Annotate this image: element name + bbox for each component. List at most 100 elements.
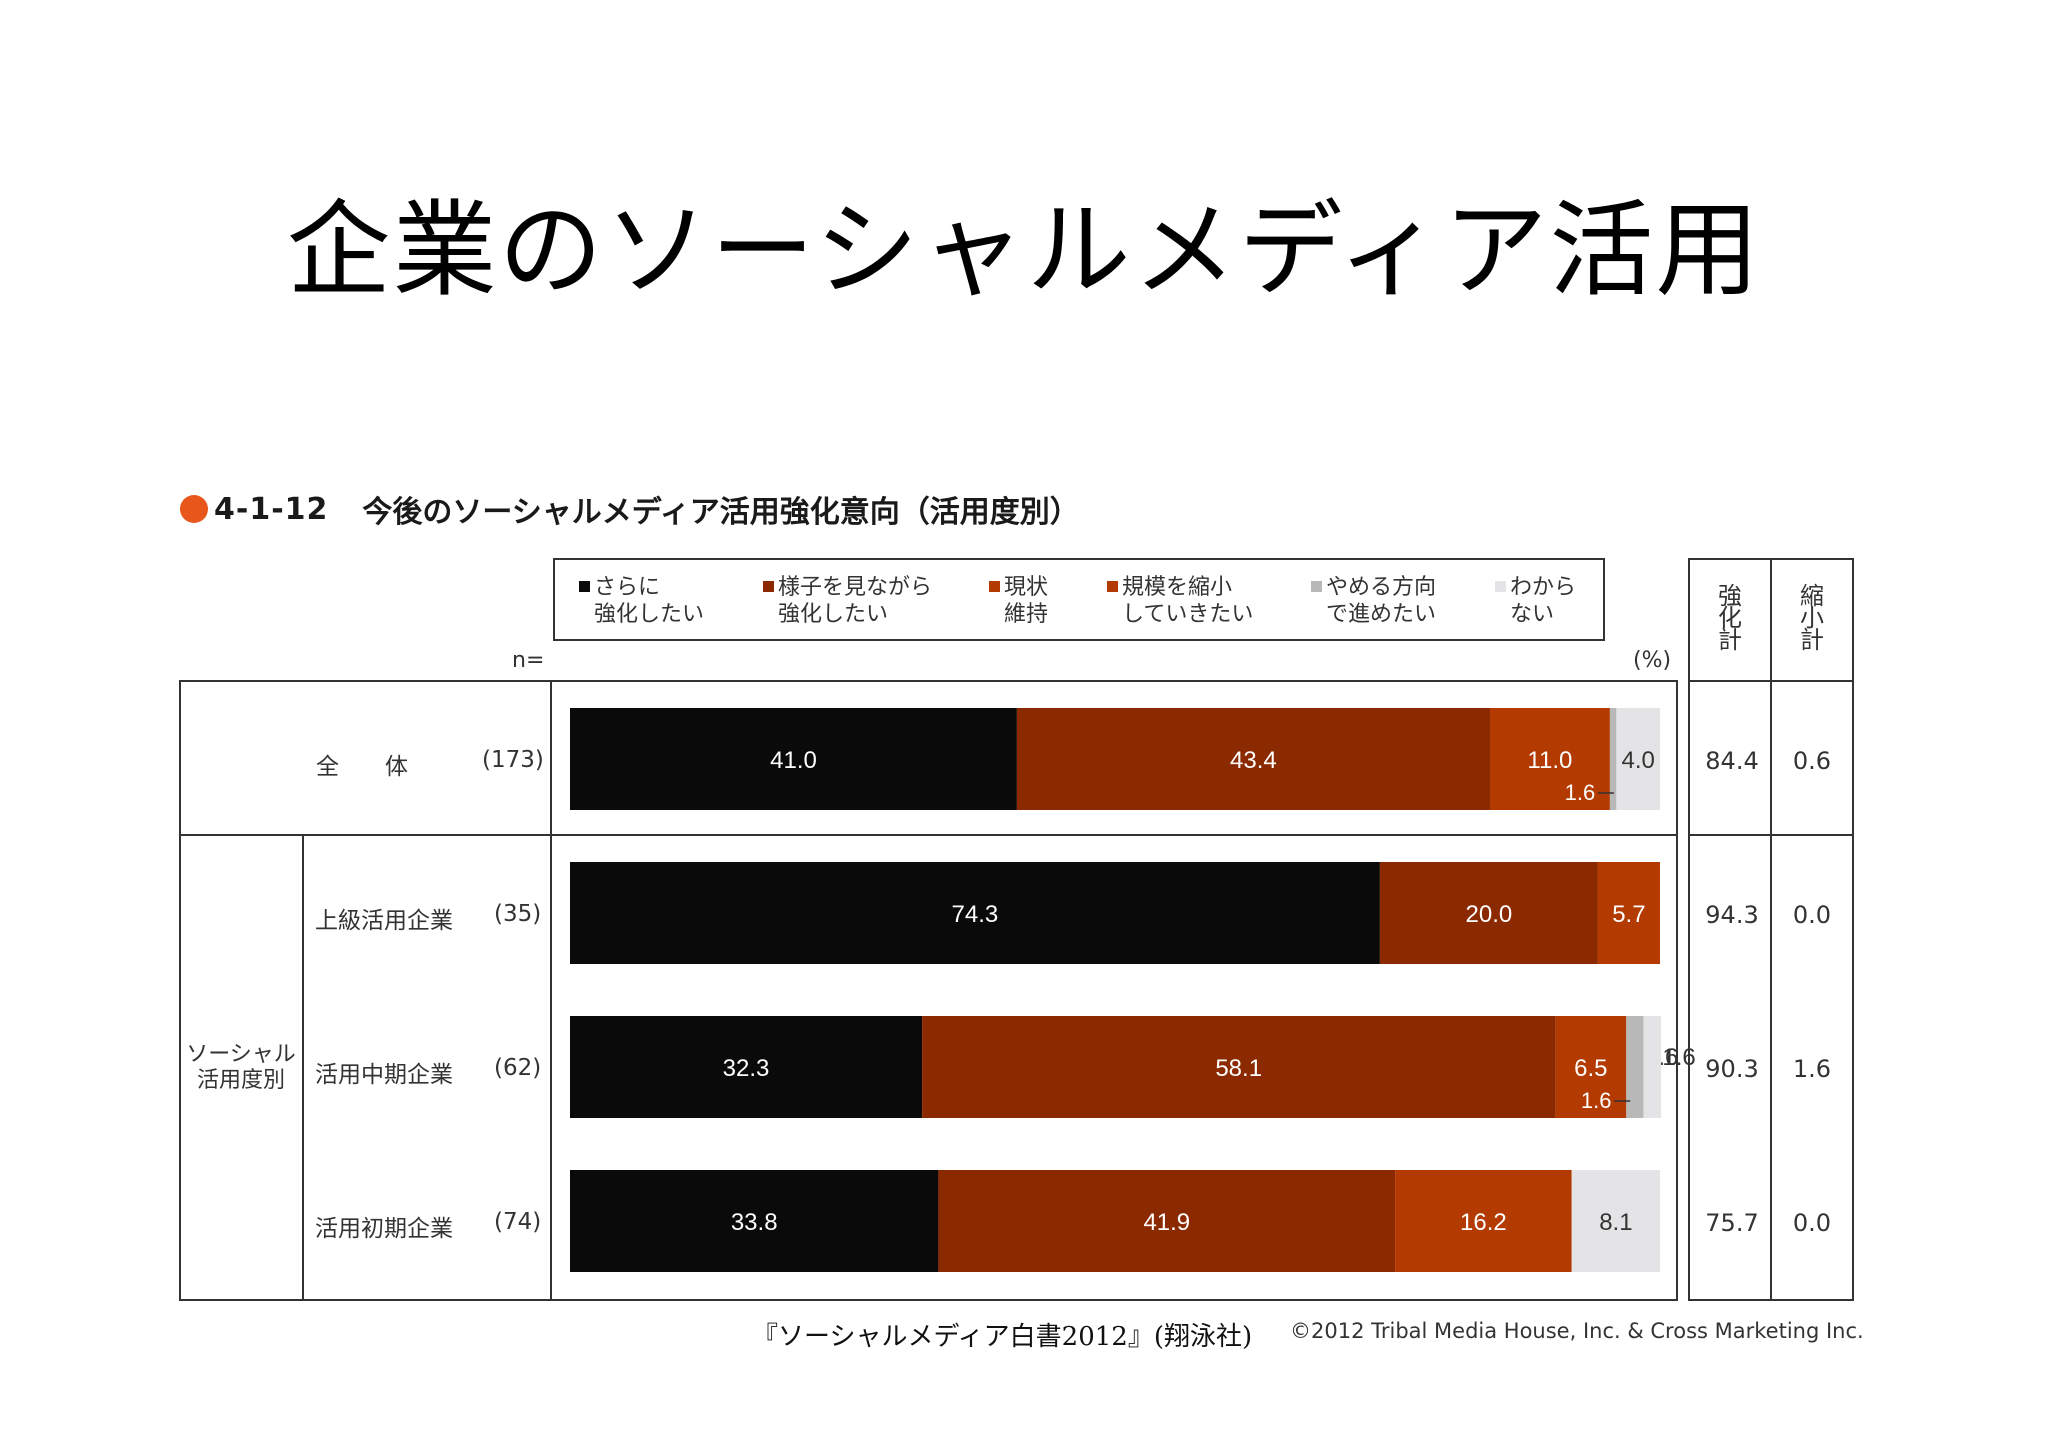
legend-line: さらに: [594, 575, 661, 600]
legend-item: 現状 維持: [989, 574, 1048, 628]
shrink-total-header: 縮 小 計: [1772, 582, 1852, 654]
bar-value-label: 41.9: [1143, 1209, 1190, 1236]
legend-swatch: [1311, 581, 1322, 592]
divider: [1770, 558, 1772, 1301]
header-char: 縮: [1800, 582, 1824, 610]
group-label: ソーシャル 活用度別: [186, 1042, 296, 1094]
divider: [550, 680, 552, 1301]
legend-item: さらに 強化したい: [579, 574, 704, 628]
shrink-total-value: 0.6: [1792, 747, 1832, 775]
legend-line: 現状: [1004, 575, 1049, 600]
figure-caption: 今後のソーシャルメディア活用強化意向（活用度別）: [362, 495, 1080, 530]
group-label-line: 活用度別: [196, 1068, 285, 1093]
bar-segment: [570, 1016, 923, 1118]
shrink-total-value: 0.0: [1792, 1209, 1832, 1237]
bar-segment: [1571, 1170, 1660, 1272]
bar-value-label: 8.1: [1599, 1209, 1632, 1236]
strengthen-total-value: 75.7: [1705, 1209, 1759, 1237]
legend-swatch: [579, 581, 590, 592]
legend-item: わから ない: [1495, 574, 1576, 628]
bar-segment: [1643, 1016, 1662, 1118]
bar-segment: [1379, 862, 1598, 964]
callout-label: 1.6: [1565, 780, 1596, 805]
legend-item: 様子を見ながら 強化したい: [763, 574, 932, 628]
legend-swatch: [1495, 581, 1506, 592]
legend-item: やめる方向 で進めたい: [1311, 574, 1436, 628]
legend-swatch: [1107, 581, 1118, 592]
slide-title: 企業のソーシャルメディア活用: [286, 189, 1762, 311]
legend-swatch: [989, 581, 1000, 592]
group-label-line: ソーシャル: [186, 1042, 296, 1067]
bullet-dot-icon: [180, 495, 208, 523]
row-label: 活用初期企業: [315, 1216, 453, 1242]
main-table-frame: [179, 680, 1678, 1301]
bar-value-label: 43.4: [1230, 747, 1277, 774]
bar-value-label: 33.8: [731, 1209, 778, 1236]
bar-value-label: 16.2: [1460, 1209, 1507, 1236]
bar-value-label: 20.0: [1466, 901, 1513, 928]
bar-segment: [1490, 708, 1610, 810]
bar-value-label: 11.0: [1527, 747, 1572, 774]
unit-label: (%): [1633, 648, 1672, 673]
bar-value-label: 58.1: [1215, 1055, 1262, 1082]
shrink-total-value: 0.0: [1792, 901, 1832, 929]
row-label: 活用中期企業: [315, 1062, 453, 1088]
legend-line: 様子を見ながら: [778, 575, 933, 600]
bar-segment: [570, 862, 1380, 964]
header-char: 計: [1718, 626, 1742, 654]
row-n: (173): [482, 747, 544, 773]
bar-segment: [922, 1016, 1556, 1118]
bar-segment: [1395, 1170, 1572, 1272]
legend-line: 強化したい: [594, 602, 705, 627]
row-n: (74): [494, 1209, 542, 1235]
strengthen-total-value: 90.3: [1705, 1055, 1759, 1083]
bar-segment: [570, 1170, 939, 1272]
row-n: (35): [494, 901, 542, 927]
bar-value-label: 74.3: [952, 901, 999, 928]
legend-item: 規模を縮小 していきたい: [1107, 574, 1253, 628]
bar-value-label: 1.6: [1662, 1044, 1695, 1071]
strengthen-total-header: 強 化 計: [1690, 582, 1770, 654]
legend-line: 規模を縮小: [1122, 575, 1233, 600]
source-note: 『ソーシャルメディア白書2012』(翔泳社): [752, 1322, 1253, 1352]
legend-line: ない: [1510, 602, 1555, 627]
legend-line: やめる方向: [1326, 575, 1437, 600]
callout-label: 1.6: [1581, 1088, 1612, 1113]
shrink-total-value: 1.6: [1792, 1055, 1832, 1083]
header-char: 計: [1800, 626, 1824, 654]
figure-number: 4-1-12: [214, 491, 329, 527]
chart-legend: さらに 強化したい 様子を見ながら 強化したい 現状 維持 規模を縮小 していき…: [553, 558, 1605, 641]
bar-value-label: 5.7: [1612, 901, 1645, 928]
bar-segment: [1616, 708, 1660, 810]
n-label: n=: [512, 648, 545, 673]
divider: [1688, 834, 1854, 836]
bar-segment: [1597, 862, 1660, 964]
legend-swatch: [763, 581, 774, 592]
legend-line: で進めたい: [1326, 602, 1437, 627]
legend-line: 強化したい: [778, 602, 889, 627]
strengthen-total-value: 84.4: [1705, 747, 1759, 775]
bar-segment: [1626, 1016, 1644, 1118]
bar-segment: [938, 1170, 1396, 1272]
bar-segment: [570, 708, 1017, 810]
bar-segment: [1016, 708, 1490, 810]
header-char: 強: [1718, 582, 1742, 610]
header-char: 化: [1718, 604, 1742, 632]
strengthen-total-value: 94.3: [1705, 901, 1759, 929]
row-label: 上級活用企業: [315, 908, 453, 934]
bar-value-label: 6.5: [1574, 1055, 1607, 1082]
legend-line: 維持: [1004, 602, 1049, 627]
header-char: 小: [1800, 604, 1824, 632]
divider: [302, 834, 304, 1301]
row-n: (62): [494, 1055, 542, 1081]
legend-line: わから: [1510, 575, 1577, 600]
legend-line: していきたい: [1122, 602, 1254, 627]
bar-value-label: 32.3: [723, 1055, 770, 1082]
bar-segment: [1609, 708, 1617, 810]
bar-value-label: 41.0: [770, 747, 817, 774]
figure-title: 4-1-12 今後のソーシャルメディア活用強化意向（活用度別）: [180, 486, 1080, 532]
row-label: 全 体: [316, 754, 408, 780]
copyright-note: ©2012 Tribal Media House, Inc. & Cross M…: [1290, 1319, 1864, 1343]
bar-value-label: 4.0: [1622, 747, 1655, 774]
